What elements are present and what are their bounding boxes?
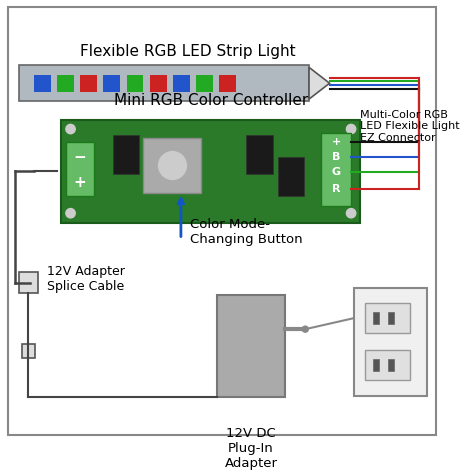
Text: +: + [331, 137, 341, 147]
Bar [34, 75, 51, 92]
Text: R: R [332, 184, 340, 194]
Text: B: B [332, 152, 340, 162]
Bar [219, 75, 236, 92]
Bar [80, 75, 97, 92]
Text: G: G [332, 167, 341, 177]
Circle shape [66, 124, 75, 134]
Bar [19, 272, 38, 293]
Bar [66, 142, 94, 196]
Bar [173, 75, 190, 92]
Bar [113, 135, 139, 174]
Bar [388, 312, 394, 324]
Bar [246, 135, 273, 174]
Circle shape [157, 150, 187, 181]
Bar [22, 344, 35, 358]
Bar [150, 75, 167, 92]
Bar [373, 312, 379, 324]
Text: 12V DC
Plug-In
Adapter: 12V DC Plug-In Adapter [225, 428, 278, 470]
Text: +: + [73, 175, 86, 190]
Bar [19, 65, 309, 101]
Bar [144, 139, 201, 193]
Text: Color Mode-
Changing Button: Color Mode- Changing Button [190, 218, 303, 246]
Circle shape [346, 124, 356, 134]
Text: Multi-Color RGB
LED Flexible Light
EZ Connector: Multi-Color RGB LED Flexible Light EZ Co… [360, 110, 460, 143]
Circle shape [346, 209, 356, 218]
Bar [373, 359, 379, 371]
Bar [57, 75, 74, 92]
Text: −: − [73, 149, 86, 165]
Polygon shape [309, 67, 329, 99]
Bar [61, 120, 360, 223]
Bar [218, 295, 285, 397]
Bar [388, 359, 394, 371]
Bar [278, 157, 304, 196]
Bar [365, 350, 410, 380]
Bar [354, 288, 427, 395]
Circle shape [66, 209, 75, 218]
Bar [103, 75, 120, 92]
Text: 12V Adapter
Splice Cable: 12V Adapter Splice Cable [47, 265, 125, 293]
Text: Mini RGB Color Controller: Mini RGB Color Controller [114, 94, 308, 108]
Bar [196, 75, 213, 92]
Bar [127, 75, 144, 92]
Circle shape [301, 325, 309, 333]
Bar [321, 133, 351, 206]
Bar [365, 303, 410, 333]
Text: Flexible RGB LED Strip Light: Flexible RGB LED Strip Light [80, 44, 295, 59]
